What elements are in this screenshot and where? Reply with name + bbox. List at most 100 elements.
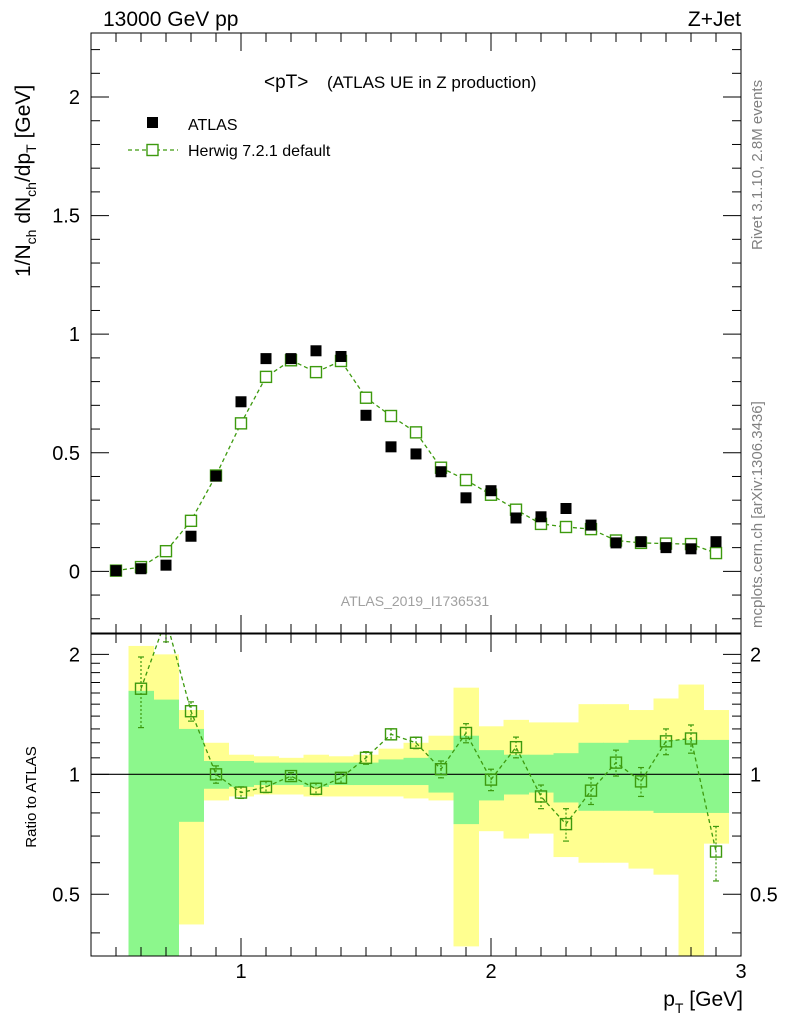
legend-atlas-marker bbox=[147, 117, 158, 128]
ratio-point bbox=[334, 771, 348, 785]
atlas-point bbox=[285, 353, 297, 365]
stat-uncertainty-band bbox=[653, 739, 679, 813]
ratio-herwig-line bbox=[140, 634, 717, 852]
stat-uncertainty-band bbox=[403, 757, 429, 786]
ratio-point bbox=[134, 682, 148, 695]
ratio-point bbox=[509, 740, 523, 754]
ratio-y-tick-label-left: 2 bbox=[69, 644, 80, 666]
herwig-point bbox=[409, 426, 423, 439]
header-process: Z+Jet bbox=[688, 8, 741, 31]
ratio-point bbox=[559, 817, 573, 831]
ratio-y-tick-label-right: 0.5 bbox=[750, 884, 778, 906]
atlas-point bbox=[460, 492, 472, 504]
stat-uncertainty-band bbox=[603, 742, 629, 811]
atlas-point bbox=[310, 345, 322, 357]
stat-uncertainty-band bbox=[378, 759, 404, 786]
atlas-point bbox=[335, 350, 347, 362]
herwig-point bbox=[359, 391, 373, 404]
ratio-point bbox=[709, 845, 723, 858]
mcplots-reference-label: mcplots.cern.ch [arXiv:1306.3436] bbox=[749, 401, 766, 628]
stat-uncertainty-band bbox=[578, 742, 604, 811]
atlas-point bbox=[635, 536, 647, 548]
stat-uncertainty-band bbox=[553, 753, 579, 803]
herwig-point bbox=[159, 544, 173, 558]
atlas-point bbox=[110, 565, 122, 577]
ratio-uncertainty-bands bbox=[128, 645, 729, 956]
atlas-point bbox=[510, 512, 522, 524]
x-tick-label: 1 bbox=[235, 961, 246, 983]
main-panel-grid bbox=[91, 33, 742, 633]
ratio-point bbox=[434, 763, 448, 776]
ratio-point bbox=[584, 784, 598, 797]
ratio-y-tick-label-right: 2 bbox=[750, 644, 761, 666]
stat-uncertainty-band bbox=[678, 739, 704, 813]
atlas-point bbox=[185, 530, 197, 542]
header-energy: 13000 GeV pp bbox=[103, 8, 238, 31]
ratio-point bbox=[609, 756, 623, 769]
atlas-point bbox=[485, 485, 497, 497]
ratio-point bbox=[359, 751, 373, 765]
ratio-point bbox=[659, 735, 673, 748]
stat-uncertainty-band bbox=[153, 699, 179, 956]
ratio-point bbox=[534, 790, 548, 803]
stat-uncertainty-band bbox=[128, 690, 154, 956]
ratio-point bbox=[309, 782, 323, 795]
x-tick-label: 2 bbox=[485, 961, 496, 983]
atlas-point bbox=[385, 441, 397, 453]
ratio-point bbox=[684, 732, 698, 745]
ratio-point bbox=[634, 775, 648, 788]
legend-atlas-label: ATLAS bbox=[188, 117, 238, 134]
atlas-point bbox=[360, 409, 372, 421]
ratio-point bbox=[459, 726, 473, 740]
stat-uncertainty-band bbox=[178, 728, 204, 822]
ratio-y-axis-label: Ratio to ATLAS bbox=[23, 746, 40, 847]
plot-title: <pT> bbox=[264, 72, 308, 93]
ratio-point bbox=[259, 780, 273, 794]
atlas-point bbox=[660, 542, 672, 554]
herwig-point bbox=[259, 370, 273, 384]
atlas-point bbox=[435, 466, 447, 478]
main-panel-series bbox=[109, 345, 723, 577]
ratio-point bbox=[409, 736, 423, 749]
atlas-point bbox=[160, 559, 172, 571]
main-panel-frame bbox=[90, 32, 742, 634]
herwig-point bbox=[559, 520, 573, 534]
x-axis-label: pT [GeV] bbox=[663, 988, 743, 1016]
y-tick-label: 0 bbox=[69, 561, 80, 583]
ratio-panel-series bbox=[134, 614, 723, 882]
herwig-point bbox=[709, 546, 723, 560]
ratio-y-tick-label-left: 0.5 bbox=[52, 884, 80, 906]
ratio-point bbox=[161, 614, 172, 625]
atlas-point bbox=[135, 563, 147, 575]
herwig-line bbox=[115, 359, 717, 572]
atlas-point bbox=[210, 470, 222, 482]
main-y-axis-label: 1/Nch dNch/dpT [GeV] bbox=[12, 85, 39, 277]
ratio-point bbox=[209, 768, 223, 781]
y-tick-label: 1 bbox=[69, 324, 80, 346]
atlas-point bbox=[535, 511, 547, 523]
analysis-watermark: ATLAS_2019_I1736531 bbox=[341, 593, 490, 609]
ratio-point bbox=[284, 769, 298, 783]
legend: ATLAS Herwig 7.2.1 default bbox=[128, 117, 331, 160]
legend-herwig-label: Herwig 7.2.1 default bbox=[188, 143, 331, 160]
atlas-point bbox=[685, 543, 697, 555]
atlas-point bbox=[260, 353, 272, 365]
ratio-point bbox=[484, 773, 498, 786]
y-tick-label: 2 bbox=[69, 87, 80, 109]
herwig-point bbox=[234, 417, 248, 430]
legend-herwig-marker bbox=[146, 143, 159, 157]
herwig-point bbox=[459, 473, 473, 487]
y-tick-label: 1.5 bbox=[52, 206, 80, 228]
y-tick-label: 0.5 bbox=[52, 443, 80, 465]
atlas-point bbox=[585, 519, 597, 531]
ratio-panel-frame bbox=[90, 633, 742, 957]
plot-subtitle: (ATLAS UE in Z production) bbox=[327, 73, 536, 92]
atlas-point bbox=[235, 396, 247, 408]
atlas-point bbox=[410, 448, 422, 460]
ratio-point bbox=[384, 728, 398, 741]
stat-uncertainty-band bbox=[703, 739, 729, 813]
atlas-point bbox=[710, 536, 722, 548]
atlas-point bbox=[560, 502, 572, 514]
ratio-point bbox=[184, 705, 198, 718]
